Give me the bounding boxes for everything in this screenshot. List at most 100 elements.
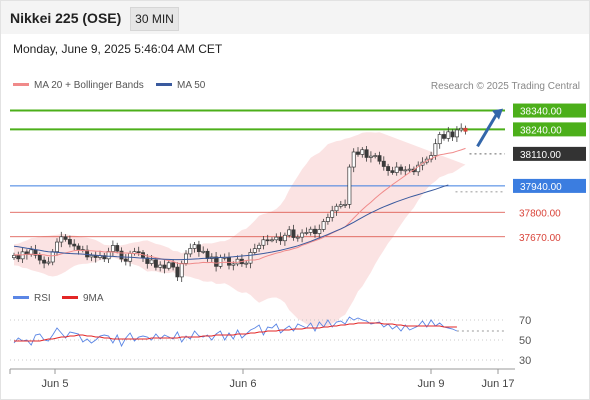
- candle-body: [321, 221, 326, 230]
- candle-body: [184, 253, 188, 264]
- rsi-ma-swatch: [62, 295, 78, 299]
- candle-body: [304, 232, 309, 234]
- level-label-37670.00: 37670.00: [519, 233, 561, 244]
- candle-body: [119, 250, 124, 260]
- x-tick-label: Jun 6: [230, 378, 257, 390]
- candle-body: [201, 250, 206, 253]
- candle-body: [291, 229, 296, 238]
- candle-body: [257, 244, 262, 249]
- timeframe-button[interactable]: 30 MIN: [130, 7, 179, 31]
- candle-body: [459, 127, 464, 131]
- rsi-line: [13, 316, 458, 348]
- legend-rsi: RSI: [13, 293, 51, 304]
- candle-body: [343, 204, 348, 206]
- candle-body: [153, 259, 158, 268]
- candle-body: [12, 255, 16, 259]
- candle-body: [360, 149, 365, 155]
- candle-body: [205, 250, 210, 259]
- candle-body: [446, 131, 451, 139]
- candle-body: [42, 259, 47, 264]
- candle-body: [158, 264, 163, 268]
- rsi-tick-30: 30: [519, 355, 531, 367]
- candle-body: [317, 229, 322, 234]
- rsi-swatch: [13, 295, 29, 299]
- legend-ma20: MA 20 + Bollinger Bands: [13, 80, 144, 91]
- level-tag-37940.00: [513, 178, 586, 193]
- candle-body: [325, 217, 330, 222]
- forecast-arrow-shaft: [476, 112, 499, 148]
- ma50-swatch: [156, 82, 172, 86]
- candle-body: [106, 251, 111, 260]
- candle-body: [338, 204, 343, 207]
- level-tag-38340.00: [513, 103, 586, 118]
- candle-body: [394, 166, 399, 173]
- candle-body: [308, 228, 313, 233]
- candle-body: [231, 263, 236, 266]
- candle-body: [300, 232, 305, 238]
- legend-ma20-label: MA 20 + Bollinger Bands: [34, 80, 144, 91]
- candle-body: [347, 166, 352, 205]
- candle-body: [89, 255, 94, 258]
- level-label-37800.00: 37800.00: [519, 208, 561, 219]
- candle-body: [381, 160, 386, 167]
- candle-body: [416, 164, 421, 173]
- legend-rsi-ma-label: 9MA: [83, 293, 104, 304]
- candle-body: [244, 262, 249, 265]
- candle-body: [162, 264, 167, 269]
- candle-body: [110, 245, 115, 252]
- level-label-38240.00: 38240.00: [520, 125, 562, 136]
- candle-body: [364, 149, 369, 158]
- legend-rsi-label: RSI: [34, 293, 51, 304]
- bollinger-band-area: [14, 132, 466, 327]
- candle-body: [265, 239, 270, 242]
- candle-body: [334, 205, 339, 212]
- x-tick-label: Jun 5: [42, 378, 69, 390]
- candle-body: [179, 262, 184, 278]
- candle-body: [356, 151, 360, 155]
- candle-body: [59, 236, 64, 243]
- candle-body: [171, 262, 176, 268]
- candle-body: [196, 244, 201, 253]
- candle-body: [390, 170, 395, 173]
- candle-body: [407, 168, 412, 171]
- forecast-arrow-head: [492, 108, 503, 120]
- candle-body: [248, 252, 253, 264]
- candle-body: [188, 248, 193, 255]
- candle-body: [67, 239, 72, 245]
- candle-body: [192, 244, 197, 249]
- level-tag-38240.00: [513, 122, 586, 137]
- candle-body: [403, 169, 408, 172]
- ma50-line: [13, 184, 449, 261]
- rsi-ma-line: [14, 322, 457, 342]
- candle-body: [287, 229, 292, 236]
- candle-body: [278, 236, 283, 242]
- candle-body: [50, 251, 55, 263]
- candle-body: [123, 258, 128, 262]
- candle-body: [37, 254, 42, 261]
- ma20-swatch: [13, 82, 29, 86]
- x-tick-label: Jun 9: [418, 378, 445, 390]
- level-label-37940.00: 37940.00: [520, 182, 562, 193]
- datetime-label: Monday, June 9, 2025 5:46:04 AM CET: [13, 42, 223, 56]
- candle-body: [16, 255, 21, 260]
- candle-body: [227, 256, 231, 266]
- candle-body: [214, 256, 219, 267]
- candle-body: [368, 155, 373, 158]
- x-tick-label: Jun 17: [481, 378, 514, 390]
- candle-body: [252, 248, 257, 253]
- candle-body: [351, 151, 356, 168]
- candle-body: [450, 131, 455, 138]
- candle-body: [218, 256, 223, 267]
- candle-body: [295, 236, 300, 239]
- candle-body: [437, 134, 442, 145]
- candle-body: [136, 251, 141, 254]
- ma20-line: [13, 147, 466, 265]
- candle-body: [313, 228, 317, 234]
- candle-body: [442, 134, 446, 139]
- candle-body: [270, 239, 274, 242]
- candle-body: [76, 245, 81, 250]
- candle-body: [166, 262, 171, 269]
- candle-body: [175, 266, 180, 278]
- level-label-38340.00: 38340.00: [520, 107, 562, 118]
